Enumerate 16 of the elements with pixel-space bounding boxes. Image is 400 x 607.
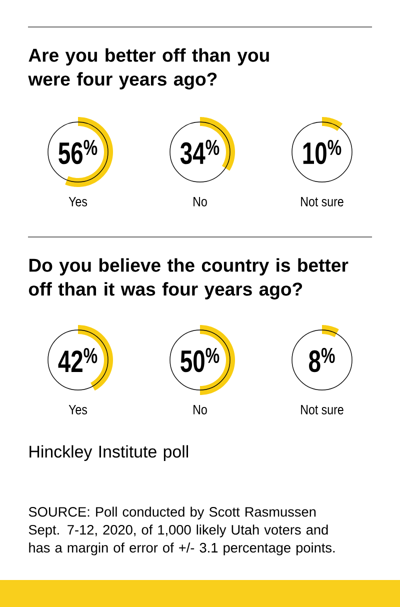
category-label: Not sure	[301, 196, 344, 206]
data-label: 42$^{%}$	[58, 348, 98, 372]
source-note: SOURCE: Poll conducted by Scott Rasmussen Sept. 7-12, 2020, of 1,000 likely Utah voters and has a margin of error of +/- 3.1 percentage points.	[28, 506, 335, 556]
category-label: Yes	[68, 196, 88, 206]
data-label: 56$^{%}$	[58, 140, 98, 164]
category-label: No	[194, 196, 207, 206]
text: Hinckley Institute poll	[30, 445, 188, 461]
category-label: Not sure	[301, 405, 344, 414]
data-label: 50$^{%}$	[180, 348, 220, 372]
text: Do you believe the country is better off than it was four years ago?	[28, 258, 348, 300]
text: Are you better off than you were four years ago?	[28, 48, 269, 90]
data-label: 10$^{%}$	[303, 140, 342, 164]
data-label: 8$^{%}$	[309, 348, 335, 372]
category-label: Yes	[68, 405, 88, 414]
category-label: No	[194, 405, 207, 414]
data-label: 34$^{%}$	[180, 140, 220, 164]
